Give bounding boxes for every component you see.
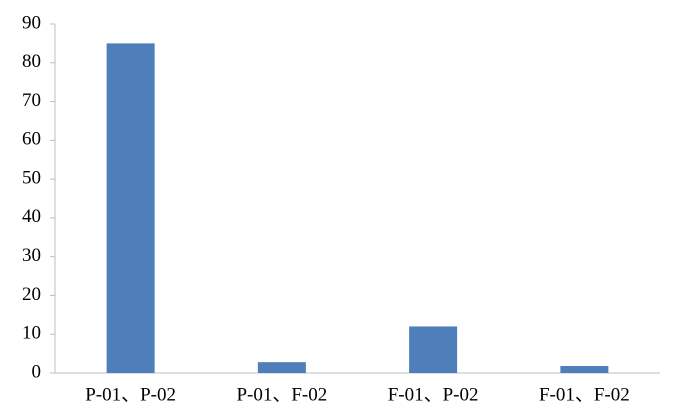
- y-tick-label: 0: [32, 361, 42, 382]
- bar: [560, 366, 609, 373]
- x-tick-label: F-01、P-02: [388, 384, 479, 405]
- y-tick-label: 60: [22, 129, 41, 150]
- y-tick-label: 20: [22, 284, 41, 305]
- bar: [106, 43, 155, 374]
- y-tick-label: 90: [22, 12, 41, 33]
- x-tick-label: P-01、P-02: [85, 384, 176, 405]
- bar: [257, 362, 306, 373]
- x-tick-label: P-01、F-02: [236, 384, 327, 405]
- y-tick-label: 70: [22, 90, 41, 111]
- y-tick-label: 40: [22, 206, 41, 227]
- y-tick-label: 30: [22, 245, 41, 266]
- y-tick-label: 10: [22, 323, 41, 344]
- x-tick-label: F-01、F-02: [539, 384, 630, 405]
- bar: [409, 326, 458, 373]
- y-tick-label: 80: [22, 51, 41, 72]
- y-tick-label: 50: [22, 167, 41, 188]
